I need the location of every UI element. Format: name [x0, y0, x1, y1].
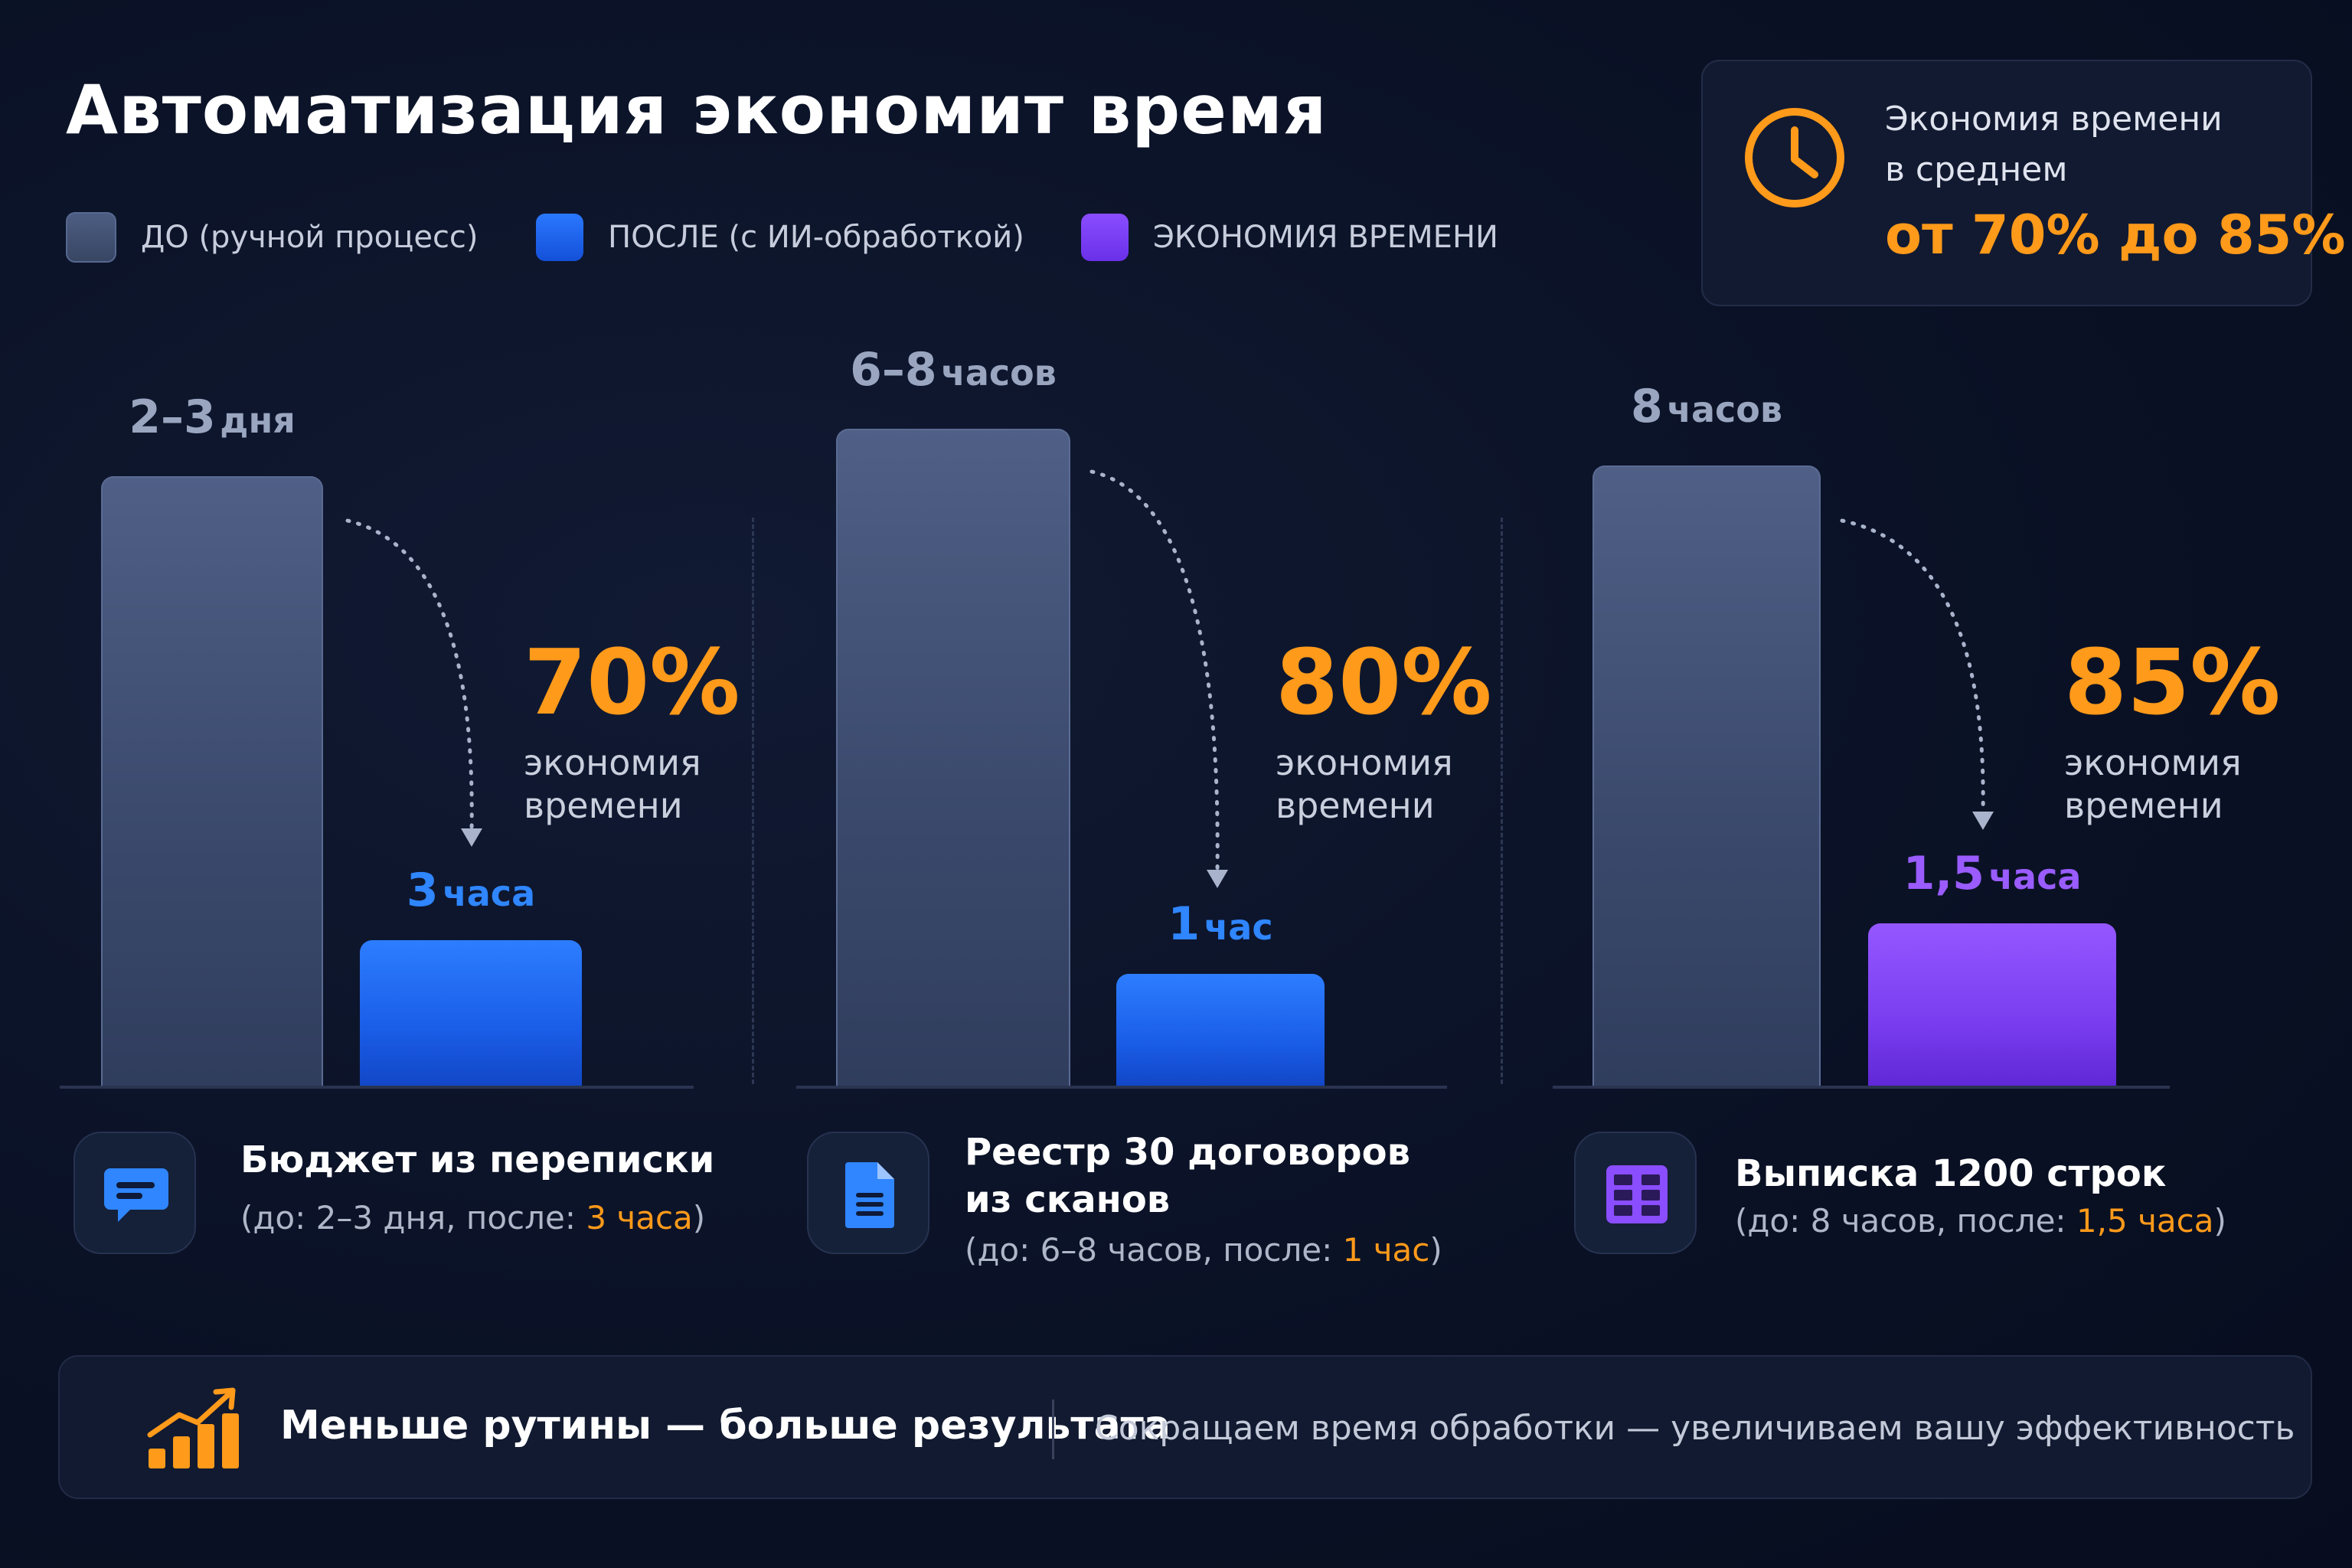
legend-label-after: ПОСЛЕ (с ИИ-обработкой)	[608, 220, 1024, 255]
bar-before	[101, 476, 323, 1086]
page-title: Автоматизация экономит время	[66, 70, 1328, 149]
caption-title: Выписка 1200 строк	[1735, 1150, 2166, 1197]
caption-subtitle-text: )	[2213, 1202, 2226, 1240]
caption-title-line2: из сканов	[965, 1178, 1171, 1221]
bar-before	[1592, 466, 1821, 1086]
saving-label-line1: экономия	[2064, 742, 2242, 783]
value-label-before: 6–8 часов	[836, 343, 1070, 397]
average-label-line1: Экономия времени	[1885, 100, 2223, 139]
legend-item-before: ДО (ручной процесс)	[66, 212, 479, 263]
growth-chart-icon	[147, 1387, 239, 1468]
clock-icon	[1745, 108, 1844, 207]
caption-subtitle-text: (до: 2–3 дня, после:	[240, 1199, 586, 1236]
caption-subtitle: (до: 2–3 дня, после: 3 часа)	[240, 1199, 705, 1236]
legend-item-after: ПОСЛЕ (с ИИ-обработкой)	[536, 213, 1024, 262]
footer-separator	[1052, 1400, 1054, 1459]
caption-icon-box	[1574, 1132, 1697, 1254]
legend-swatch-saving	[1081, 214, 1129, 261]
value-label-after: 1,5 часа	[1838, 847, 2147, 900]
group-divider	[1501, 518, 1503, 1084]
average-value: от 70% до 85%	[1885, 204, 2346, 266]
caption-subtitle-highlight: 1 час	[1342, 1231, 1430, 1269]
average-savings-card: Экономия времени в среднем от 70% до 85%	[1701, 60, 2346, 306]
value-unit: часов	[1667, 389, 1782, 430]
bar-after	[360, 940, 582, 1086]
caption-subtitle-text: (до: 8 часов, после:	[1735, 1202, 2076, 1240]
value-label-before: 2–3 дня	[101, 390, 323, 444]
footer-title: Меньше рутины — больше результата	[280, 1403, 1171, 1449]
value-number: 1	[1168, 897, 1200, 951]
value-number: 2–3	[129, 390, 216, 444]
chat-icon	[104, 1168, 168, 1222]
saving-label-line1: экономия	[524, 742, 701, 783]
saving-label-line2: времени	[2064, 785, 2223, 826]
caption-subtitle: (до: 8 часов, после: 1,5 часа)	[1735, 1202, 2226, 1240]
footer-banner: Меньше рутины — больше результата Сокращ…	[58, 1355, 2312, 1499]
table-icon	[1606, 1165, 1668, 1223]
chart-baseline	[60, 1086, 694, 1089]
value-label-before: 8 часов	[1592, 380, 1821, 433]
value-label-after: 3 часа	[329, 864, 612, 917]
caption-title: Реестр 30 договоров из сканов	[965, 1129, 1410, 1223]
value-number: 1,5	[1903, 847, 1984, 900]
value-unit: часа	[443, 873, 536, 914]
saving-label: экономия времени	[1276, 741, 1453, 827]
value-number: 6–8	[850, 343, 937, 397]
chart-baseline	[796, 1086, 1447, 1089]
caption-subtitle-text: )	[692, 1199, 706, 1236]
group-divider	[752, 518, 754, 1084]
value-unit: дня	[220, 400, 296, 441]
caption-title-line1: Выписка 1200 строк	[1735, 1152, 2167, 1195]
saving-label: экономия времени	[2064, 741, 2242, 827]
bar-after	[1868, 923, 2116, 1086]
saving-label: экономия времени	[524, 741, 701, 827]
saving-label-line2: времени	[524, 785, 683, 826]
value-unit: часа	[1988, 856, 2082, 897]
legend-label-saving: ЭКОНОМИЯ ВРЕМЕНИ	[1153, 220, 1498, 255]
caption-subtitle: (до: 6–8 часов, после: 1 час)	[965, 1231, 1442, 1269]
caption-subtitle-text: )	[1429, 1231, 1442, 1269]
saving-percent: 70%	[524, 629, 740, 735]
saving-percent: 80%	[1276, 629, 1492, 735]
value-unit: часов	[941, 352, 1057, 394]
caption-subtitle-highlight: 1,5 часа	[2076, 1202, 2214, 1240]
value-number: 3	[406, 864, 439, 917]
value-label-after: 1 час	[1086, 897, 1355, 951]
legend-item-saving: ЭКОНОМИЯ ВРЕМЕНИ	[1081, 213, 1498, 262]
saving-percent: 85%	[2064, 629, 2281, 735]
legend-label-before: ДО (ручной процесс)	[141, 220, 479, 255]
caption-title-line1: Реестр 30 договоров	[965, 1131, 1410, 1174]
saving-label-line2: времени	[1276, 785, 1435, 826]
bar-after	[1116, 974, 1325, 1086]
chart-baseline	[1553, 1086, 2170, 1089]
legend-swatch-before	[66, 212, 116, 263]
bar-before	[836, 429, 1070, 1086]
caption-title-line1: Бюджет из переписки	[240, 1138, 715, 1181]
average-label-line2: в среднем	[1885, 150, 2068, 189]
value-unit: час	[1204, 906, 1273, 948]
caption-icon-box	[807, 1132, 929, 1254]
caption-subtitle-highlight: 3 часа	[586, 1199, 693, 1236]
caption-subtitle-text: (до: 6–8 часов, после:	[965, 1231, 1343, 1269]
caption-icon-box	[74, 1132, 196, 1254]
caption-title: Бюджет из переписки	[240, 1136, 714, 1184]
value-number: 8	[1631, 380, 1663, 433]
footer-subtitle: Сокращаем время обработки — увеличиваем …	[1095, 1409, 2295, 1448]
document-icon	[845, 1162, 894, 1228]
saving-label-line1: экономия	[1276, 742, 1453, 783]
legend-swatch-after	[536, 214, 583, 261]
